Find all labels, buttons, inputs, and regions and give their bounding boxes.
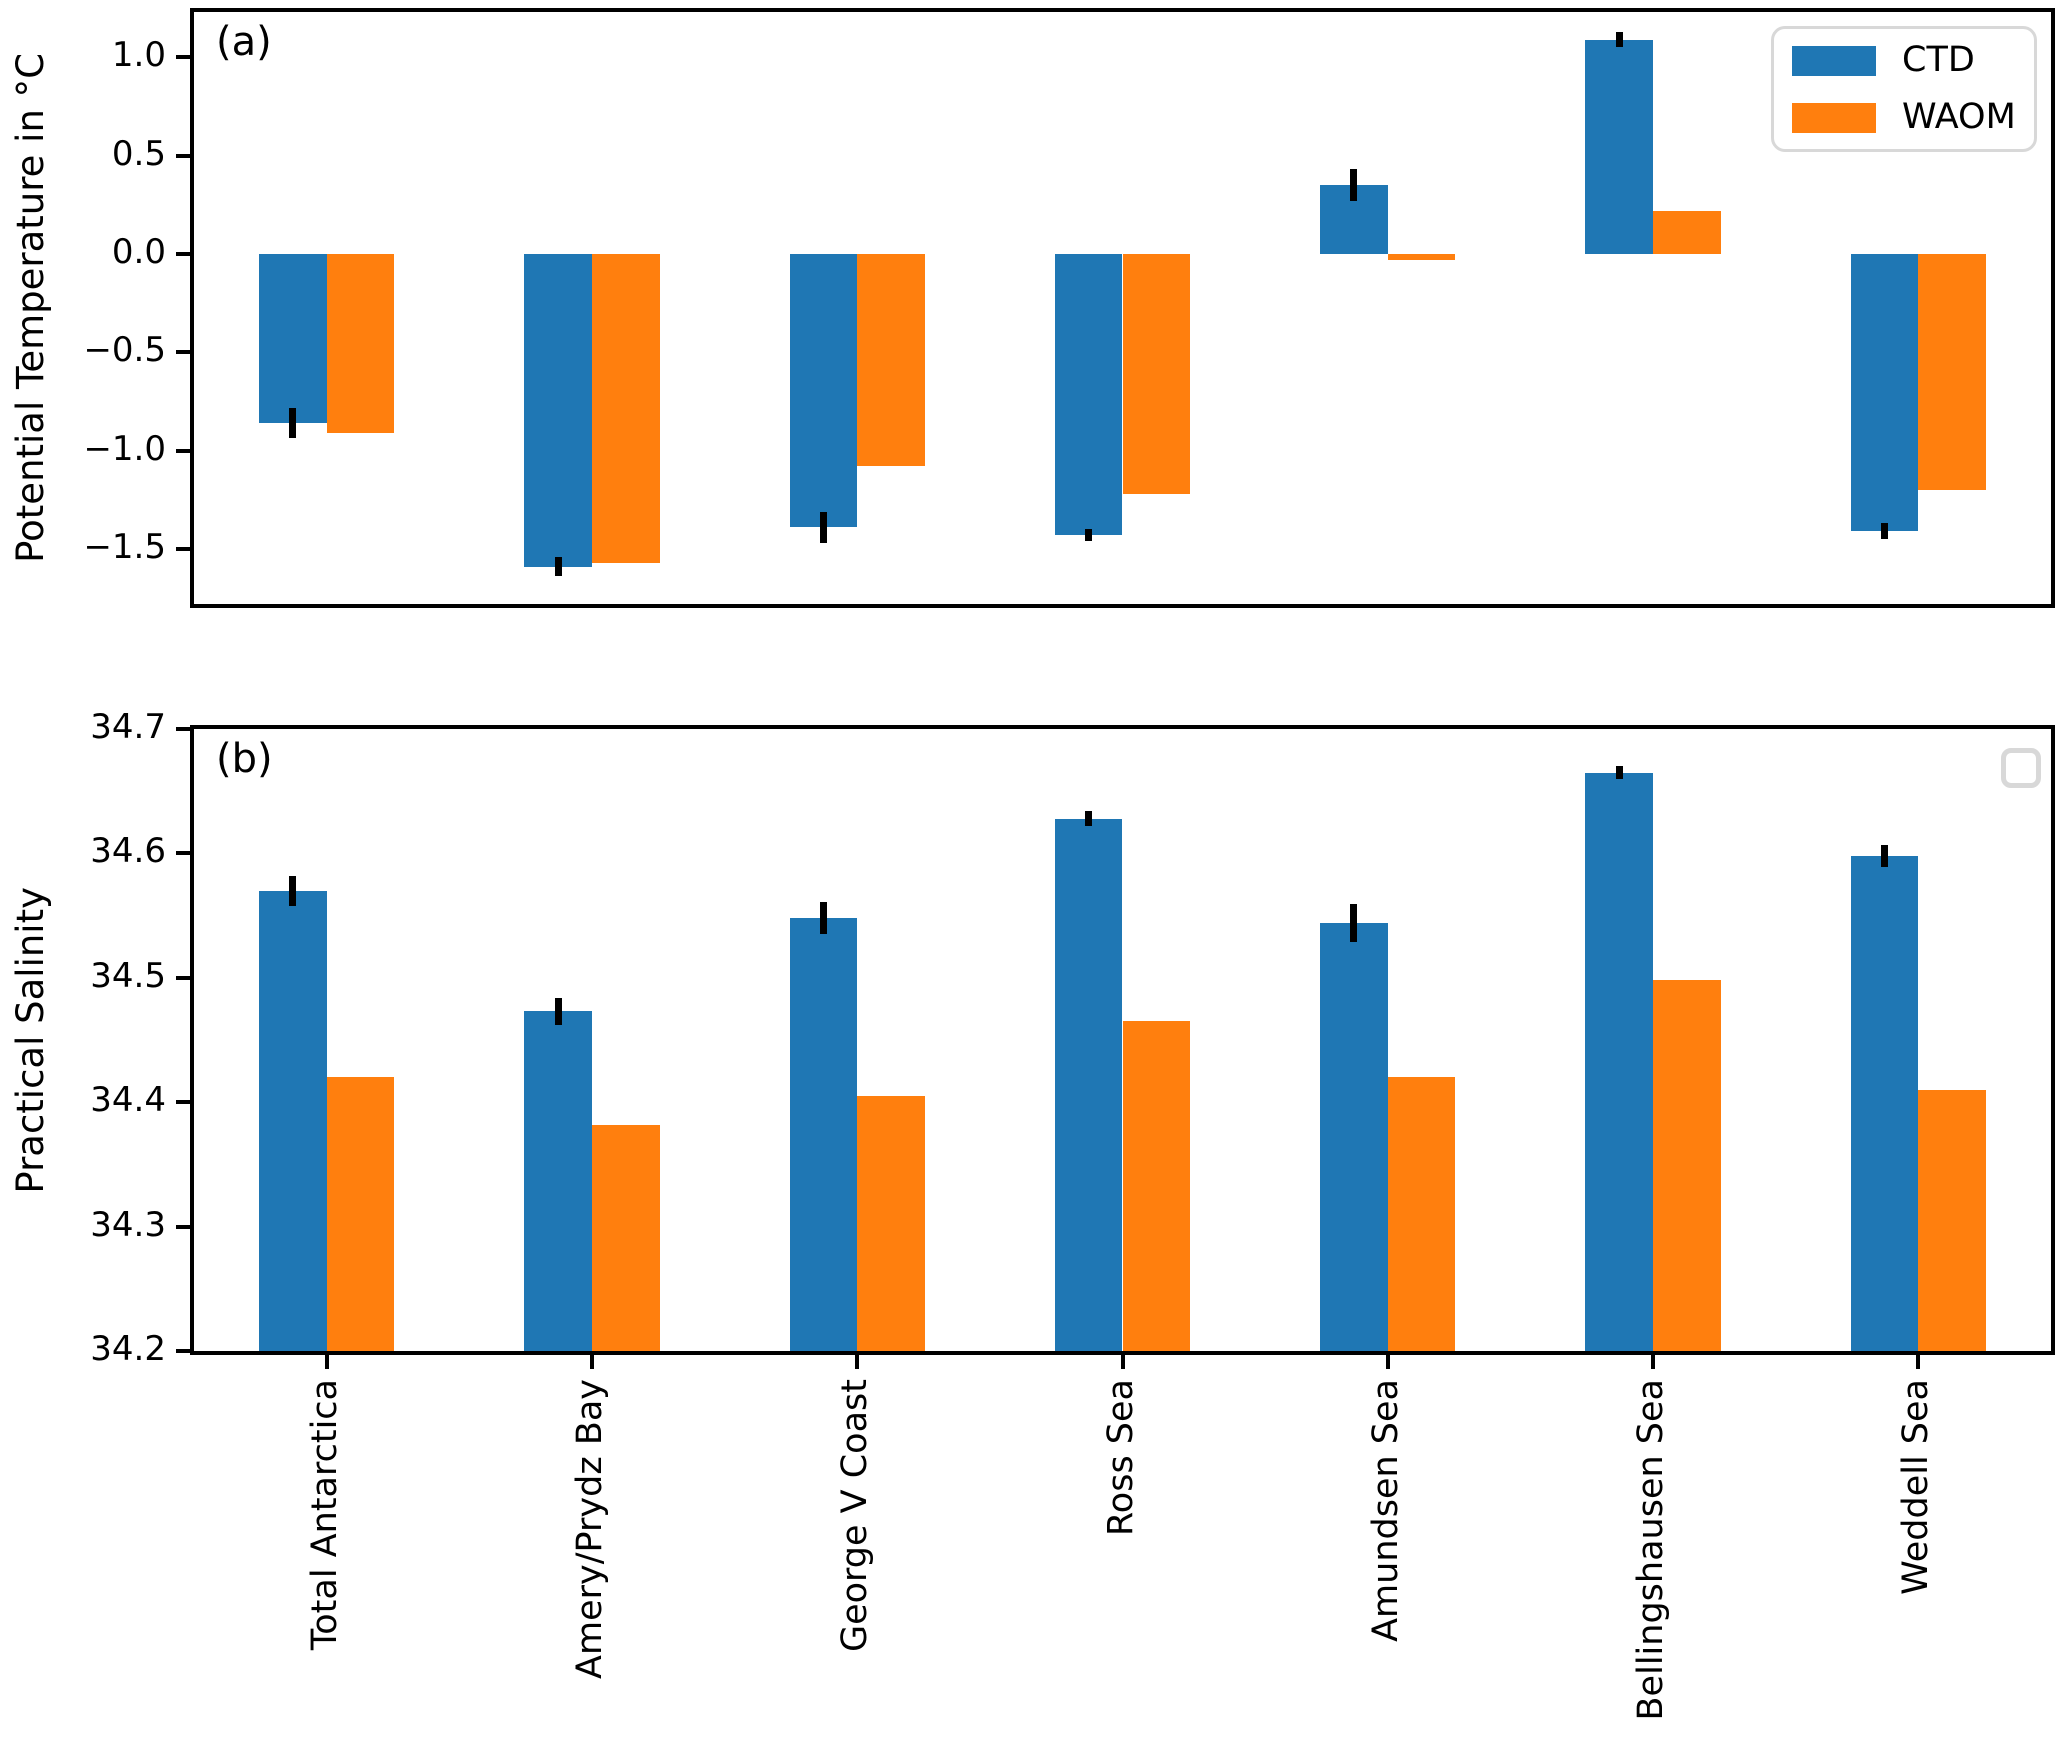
bar-ctd-ross-sea — [1054, 253, 1123, 536]
bar-waom-george-v-coast — [857, 1095, 925, 1351]
y-tick-label: −0.5 — [83, 330, 166, 371]
x-tick-mark — [1120, 1355, 1125, 1369]
x-category-label-total-antarctica: Total Antarctica — [304, 1379, 345, 1651]
waom-legend-swatch — [1792, 102, 1876, 133]
error-bar-amundsen-sea — [1350, 169, 1358, 201]
y-tick-mark — [176, 251, 190, 256]
x-tick-mark — [1916, 1355, 1921, 1369]
bar-waom-amundsen-sea — [1387, 1077, 1456, 1351]
error-bar-weddell-sea — [1881, 523, 1889, 540]
bar-waom-total-antarctica — [326, 1077, 395, 1351]
bar-waom-ross-sea — [1122, 1021, 1191, 1351]
bar-ctd-bellingshausen-sea — [1585, 39, 1654, 254]
legend: CTD WAOM — [1771, 26, 2037, 152]
y-tick-label: −1.5 — [83, 526, 166, 567]
ctd-legend-label: CTD — [1902, 40, 1975, 80]
bar-waom-amundsen-sea — [1387, 253, 1456, 260]
error-bar-amundsen-sea — [1350, 904, 1358, 942]
y-tick-mark — [176, 55, 190, 60]
error-bar-george-v-coast — [819, 511, 827, 543]
x-category-label-george-v-coast: George V Coast — [835, 1379, 876, 1653]
y-tick-label: 34.3 — [90, 1204, 166, 1245]
bar-waom-amery-prydz-bay — [591, 253, 660, 563]
bar-ctd-total-antarctica — [258, 253, 327, 424]
error-bar-bellingshausen-sea — [1615, 31, 1623, 48]
y-tick-mark — [176, 727, 190, 731]
bar-waom-total-antarctica — [326, 253, 395, 433]
x-tick-mark — [1385, 1355, 1390, 1369]
x-tick-mark — [1651, 1355, 1656, 1369]
bar-ctd-george-v-coast — [789, 918, 858, 1351]
bar-waom-george-v-coast — [857, 253, 925, 467]
y-tick-label: 34.7 — [90, 707, 166, 747]
y-tick-mark — [176, 1224, 190, 1229]
x-category-label-amery-prydz-bay: Amery/Prydz Bay — [569, 1379, 610, 1679]
bar-ctd-weddell-sea — [1850, 855, 1919, 1351]
x-category-label-bellingshausen-sea: Bellingshausen Sea — [1631, 1379, 1672, 1721]
ctd-legend-swatch — [1792, 45, 1876, 76]
y-tick-label: 34.6 — [90, 831, 166, 872]
panel-a-axes: (a) CTD WAOM 1.0 0.5 0.0 −0.5 −1.0 −1.5 — [83, 8, 2055, 608]
waom-legend-label: WAOM — [1902, 97, 2016, 137]
y-tick-mark — [176, 448, 190, 453]
y-tick-mark — [176, 1100, 190, 1105]
x-tick-mark — [855, 1355, 860, 1369]
bar-ctd-ross-sea — [1054, 818, 1123, 1351]
y-tick-label: 0.0 — [111, 231, 166, 272]
bar-ctd-amery-prydz-bay — [524, 253, 592, 567]
error-bar-george-v-coast — [819, 901, 827, 935]
error-bar-total-antarctica — [289, 875, 297, 906]
x-category-label-ross-sea: Ross Sea — [1100, 1379, 1141, 1536]
bar-ctd-total-antarctica — [258, 890, 327, 1351]
y-tick-label: −1.0 — [83, 428, 166, 469]
panel-a-ylabel-wrap: Potential Temperature in °C — [2, 8, 58, 608]
empty-legend-box — [2001, 748, 2041, 788]
panel-a-ylabel: Potential Temperature in °C — [8, 53, 52, 563]
panel-a-tag: (a) — [216, 19, 272, 65]
y-tick-label: 34.2 — [90, 1329, 166, 1369]
x-category-label-weddell-sea: Weddell Sea — [1896, 1379, 1937, 1595]
error-bar-amery-prydz-bay — [554, 556, 562, 577]
y-tick-mark — [176, 975, 190, 980]
bar-ctd-bellingshausen-sea — [1585, 772, 1654, 1351]
error-bar-ross-sea — [1085, 811, 1093, 827]
panel-b-tag: (b) — [216, 736, 273, 782]
bar-ctd-weddell-sea — [1850, 253, 1919, 532]
bar-waom-bellingshausen-sea — [1653, 980, 1721, 1351]
bar-waom-bellingshausen-sea — [1653, 210, 1721, 254]
error-bar-amery-prydz-bay — [554, 997, 562, 1026]
bar-waom-amery-prydz-bay — [591, 1124, 660, 1351]
x-category-label-amundsen-sea: Amundsen Sea — [1365, 1379, 1406, 1642]
panel-b-ylabel-wrap: Practical Salinity — [2, 725, 58, 1355]
legend-row-waom: WAOM — [1792, 100, 2016, 135]
bar-waom-weddell-sea — [1918, 253, 1986, 490]
y-tick-mark — [176, 851, 190, 856]
x-tick-mark — [589, 1355, 594, 1369]
y-tick-label: 0.5 — [111, 133, 166, 174]
y-tick-label: 34.5 — [90, 955, 166, 996]
y-tick-mark — [176, 1349, 190, 1353]
bar-waom-weddell-sea — [1918, 1089, 1986, 1351]
legend-row-ctd: CTD — [1792, 43, 2016, 78]
bar-waom-ross-sea — [1122, 253, 1191, 494]
error-bar-weddell-sea — [1881, 844, 1889, 868]
bar-ctd-amundsen-sea — [1320, 923, 1388, 1351]
y-tick-mark — [176, 153, 190, 158]
error-bar-total-antarctica — [289, 408, 297, 438]
bar-ctd-george-v-coast — [789, 253, 858, 528]
panel-b-axes: (b) 34.7 34.6 34.5 34.4 34.3 34.2 — [90, 710, 2055, 1369]
y-tick-label: 34.4 — [90, 1080, 166, 1121]
y-tick-mark — [176, 546, 190, 551]
y-tick-label: 1.0 — [111, 35, 166, 76]
bar-ctd-amery-prydz-bay — [524, 1011, 592, 1351]
y-tick-mark — [176, 350, 190, 355]
panel-b-ylabel: Practical Salinity — [8, 886, 52, 1194]
x-tick-mark — [324, 1355, 329, 1369]
error-bar-ross-sea — [1085, 529, 1093, 542]
error-bar-bellingshausen-sea — [1615, 766, 1623, 779]
